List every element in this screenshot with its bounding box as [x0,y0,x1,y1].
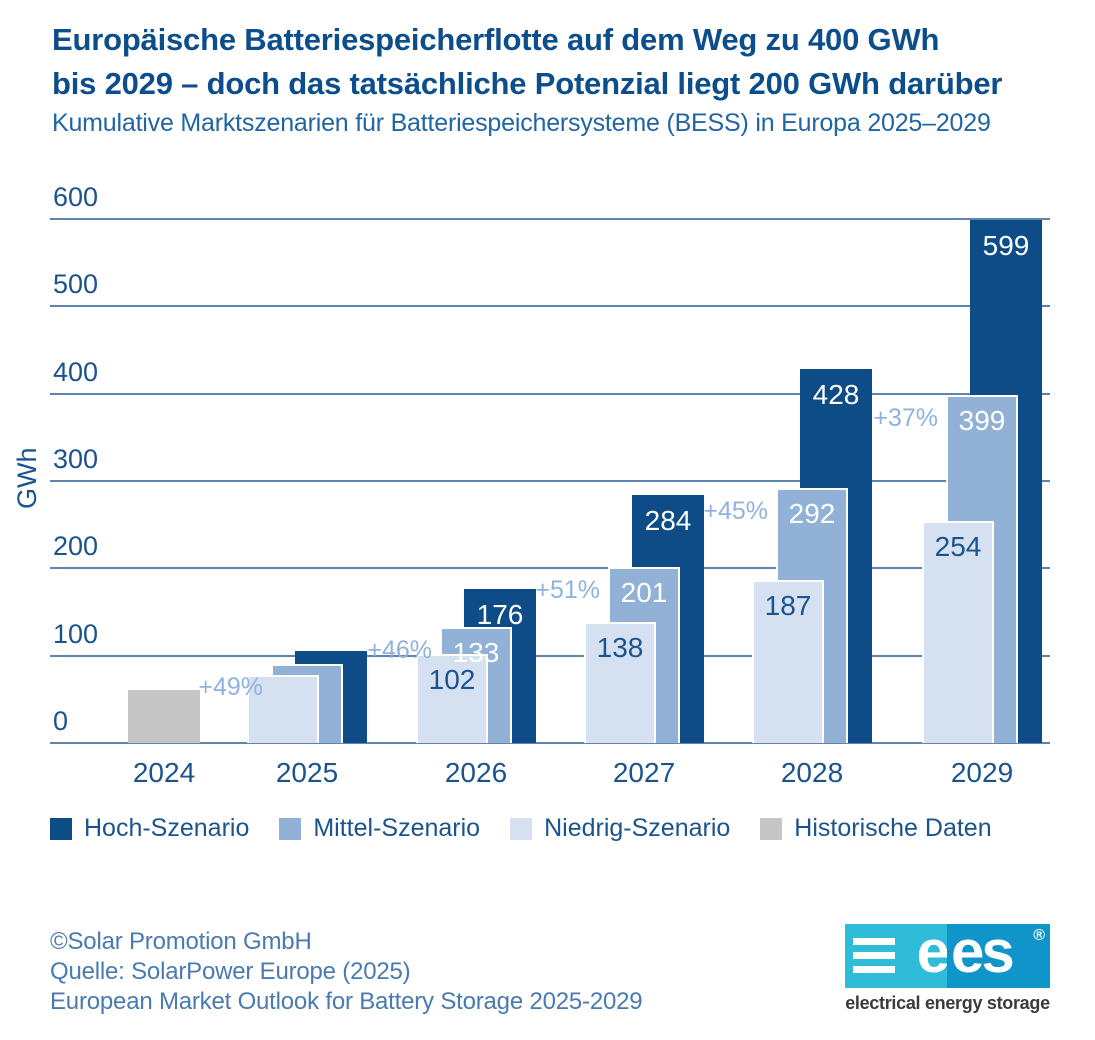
ees-logo: e es ® electrical energy storage [845,920,1050,1014]
bar-value-label-hoch-szenario-2028: 428 [812,379,860,411]
footer-report: European Market Outlook for Battery Stor… [50,988,643,1015]
bar-value-label-mittel-szenario-2027: 201 [620,577,668,609]
gridline-100 [50,654,1050,657]
bar-historische-daten-2024 [128,689,200,743]
bar-niedrig-szenario-2025 [247,674,319,743]
legend-label-mittel-szenario: Mittel-Szenario [313,814,481,842]
triple-bars-icon [853,938,895,980]
y-tick-label-500: 500 [53,269,99,300]
bar-niedrig-szenario-2027 [584,622,656,743]
bar-value-label-hoch-szenario-2026: 176 [476,599,524,631]
x-tick-label-2026: 2026 [444,757,508,788]
gridline-600 [50,218,1050,220]
y-tick-label-200: 200 [53,531,99,562]
legend-label-hoch-szenario: Hoch-Szenario [84,814,250,842]
bar-value-label-niedrig-szenario-2029: 254 [934,531,982,563]
legend-item-historische-daten: Historische Daten [760,814,992,843]
legend-label-historische-daten: Historische Daten [794,814,992,842]
x-tick-label-2024: 2024 [132,757,196,788]
bar-niedrig-szenario-2028 [752,579,824,743]
ees-logo-right-panel: es ® [947,920,1050,988]
y-axis-label: GWh [12,447,42,509]
chart-title-line2: bis 2029 – doch das tatsächliche Potenzi… [52,66,1003,101]
ees-logo-caption: electrical energy storage [845,993,1050,1013]
gridline-300 [50,480,1050,482]
registered-trademark-icon: ® [1033,927,1045,944]
bar-niedrig-szenario-2029 [922,521,994,743]
growth-label-2028: +45% [703,496,768,525]
y-tick-label-0: 0 [53,706,69,736]
bar-value-label-hoch-szenario-2027: 284 [644,504,692,536]
legend-swatch-hoch-szenario [50,817,72,840]
chart-subtitle: Kumulative Marktszenarien für Batteriesp… [52,109,991,137]
y-tick-label-600: 600 [53,182,99,212]
x-tick-label-2025: 2025 [275,757,339,788]
legend-item-niedrig-szenario: Niedrig-Szenario [510,814,730,843]
ees-logo-letters-es: es [951,918,1015,985]
ees-logo-letter-e: e [916,918,950,985]
legend-swatch-mittel-szenario [279,817,302,840]
plot-area: 0 100 200 300 400 500 600 176 284 428 599 133 201 292… [50,182,1050,788]
growth-label-2026: +46% [367,635,432,664]
legend-swatch-niedrig-szenario [510,817,533,840]
footer-copyright: ©Solar Promotion GmbH [50,928,312,955]
footer: ©Solar Promotion GmbH Quelle: SolarPower… [50,927,643,1017]
growth-label-2029: +37% [873,403,938,432]
bar-niedrig-szenario-2026 [416,653,488,743]
bar-value-label-mittel-szenario-2026: 133 [452,636,500,668]
growth-label-2027: +51% [535,576,600,605]
ees-logo-left-panel: e [845,920,950,988]
bar-value-label-mittel-szenario-2029: 399 [958,404,1006,436]
bar-value-label-niedrig-szenario-2028: 187 [764,589,812,621]
footer-source: Quelle: SolarPower Europe (2025) [50,958,411,985]
legend-item-mittel-szenario: Mittel-Szenario [279,814,480,843]
bar-value-label-mittel-szenario-2028: 292 [788,497,836,529]
x-tick-label-2029: 2029 [950,757,1014,788]
gridline-200 [50,567,1050,570]
x-tick-label-2028: 2028 [780,757,844,788]
y-tick-label-400: 400 [53,356,99,387]
ees-logo-block: e es ® [845,920,1050,988]
bar-value-label-niedrig-szenario-2027: 138 [596,632,644,664]
legend-swatch-historische-daten [760,817,783,840]
legend-item-hoch-szenario: Hoch-Szenario [50,814,249,843]
legend: Hoch-Szenario Mittel-Szenario Niedrig-Szen… [50,814,992,843]
growth-label-2025: +49% [198,672,263,701]
chart-title: Europäische Batteriespeicherflotte auf d… [52,18,1002,106]
y-tick-label-100: 100 [53,618,99,649]
y-tick-label-300: 300 [53,444,99,474]
bar-value-label-hoch-szenario-2029: 599 [982,229,1030,261]
x-tick-label-2027: 2027 [612,757,676,788]
gridline-0 [50,742,1050,744]
gridline-400 [50,392,1050,395]
chart-title-line1: Europäische Batteriespeicherflotte auf d… [52,22,940,57]
bar-value-label-niedrig-szenario-2026: 102 [428,663,476,695]
gridline-500 [50,305,1050,308]
legend-label-niedrig-szenario: Niedrig-Szenario [544,814,731,842]
